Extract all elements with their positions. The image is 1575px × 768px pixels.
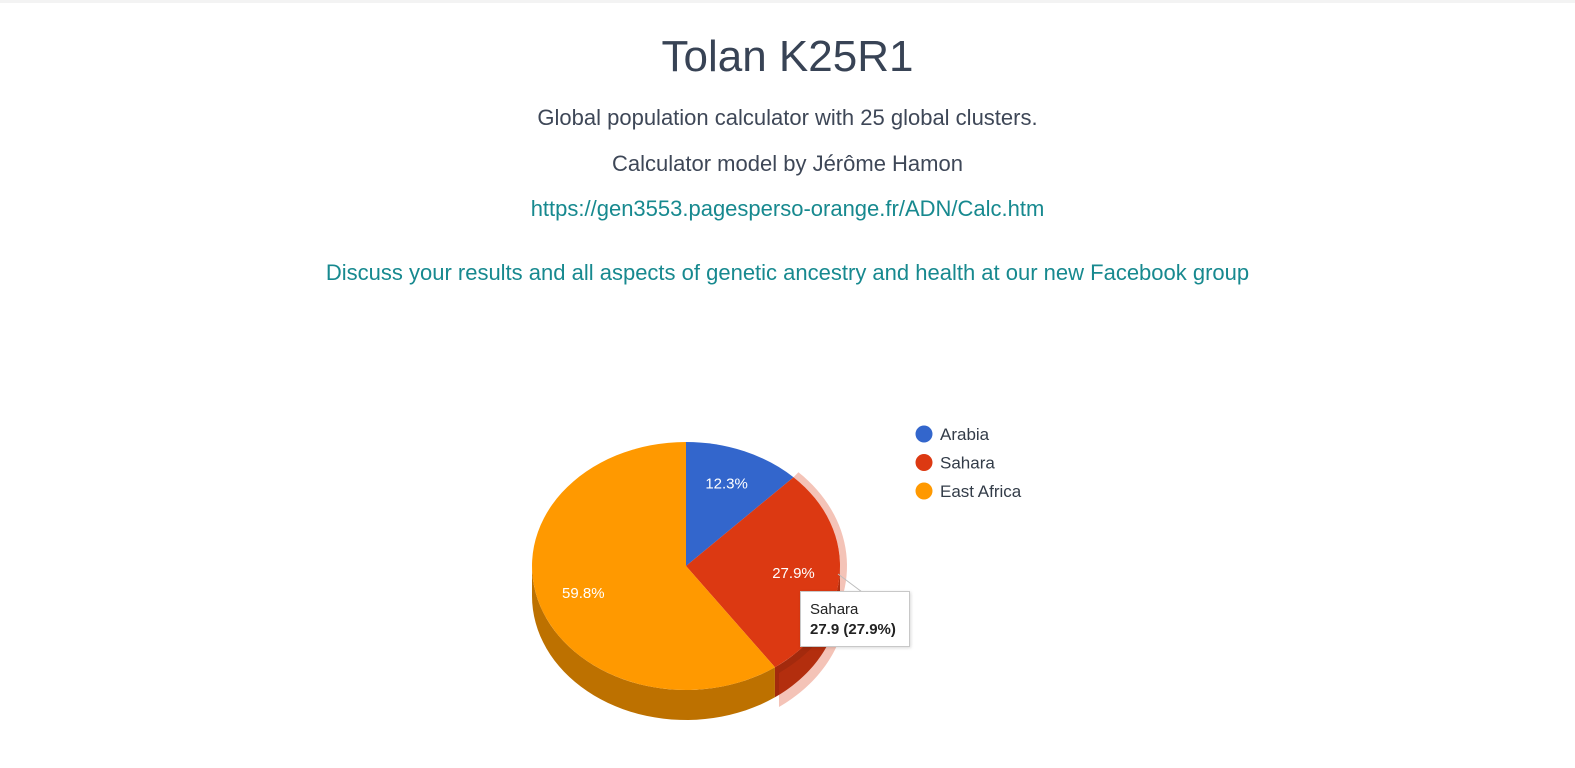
pie-slice-arabia bbox=[686, 442, 794, 566]
legend-marker-arabia bbox=[915, 425, 933, 443]
pie-highlight-sahara bbox=[774, 472, 847, 707]
page-subtitle: Global population calculator with 25 glo… bbox=[537, 105, 1038, 130]
top-bar bbox=[0, 0, 1575, 3]
chart-legend: Arabia Sahara East Africa bbox=[915, 425, 1022, 501]
tooltip-pointer bbox=[837, 573, 863, 593]
tooltip-series-name: Sahara bbox=[810, 601, 859, 618]
pie-slice-east-africa bbox=[532, 442, 775, 691]
model-credit: Calculator model by Jérôme Hamon bbox=[612, 151, 963, 176]
chart-tooltip: Sahara 27.9 (27.9%) bbox=[800, 591, 910, 647]
pie-layer bbox=[532, 442, 847, 720]
slice-label-arabia: 12.3% bbox=[705, 475, 748, 492]
legend-marker-east-africa bbox=[915, 482, 933, 500]
calculator-link[interactable]: https://gen3553.pagesperso-orange.fr/ADN… bbox=[530, 196, 1045, 221]
pie-side-east-africa bbox=[532, 566, 775, 720]
pie-side-sahara bbox=[774, 566, 840, 698]
legend-label-east-africa: East Africa bbox=[940, 482, 1022, 501]
facebook-group-link[interactable]: Discuss your results and all aspects of … bbox=[325, 260, 1250, 285]
legend-label-sahara: Sahara bbox=[940, 454, 995, 473]
tooltip-value: 27.9 (27.9%) bbox=[810, 621, 896, 638]
legend-label-arabia: Arabia bbox=[940, 425, 990, 444]
page-title: Tolan K25R1 bbox=[661, 32, 914, 81]
legend-marker-sahara bbox=[915, 454, 933, 471]
slice-label-sahara: 27.9% bbox=[772, 565, 815, 582]
slice-label-east-africa: 59.8% bbox=[562, 585, 605, 602]
slice-labels: 12.3% 27.9% 59.8% bbox=[562, 475, 863, 602]
